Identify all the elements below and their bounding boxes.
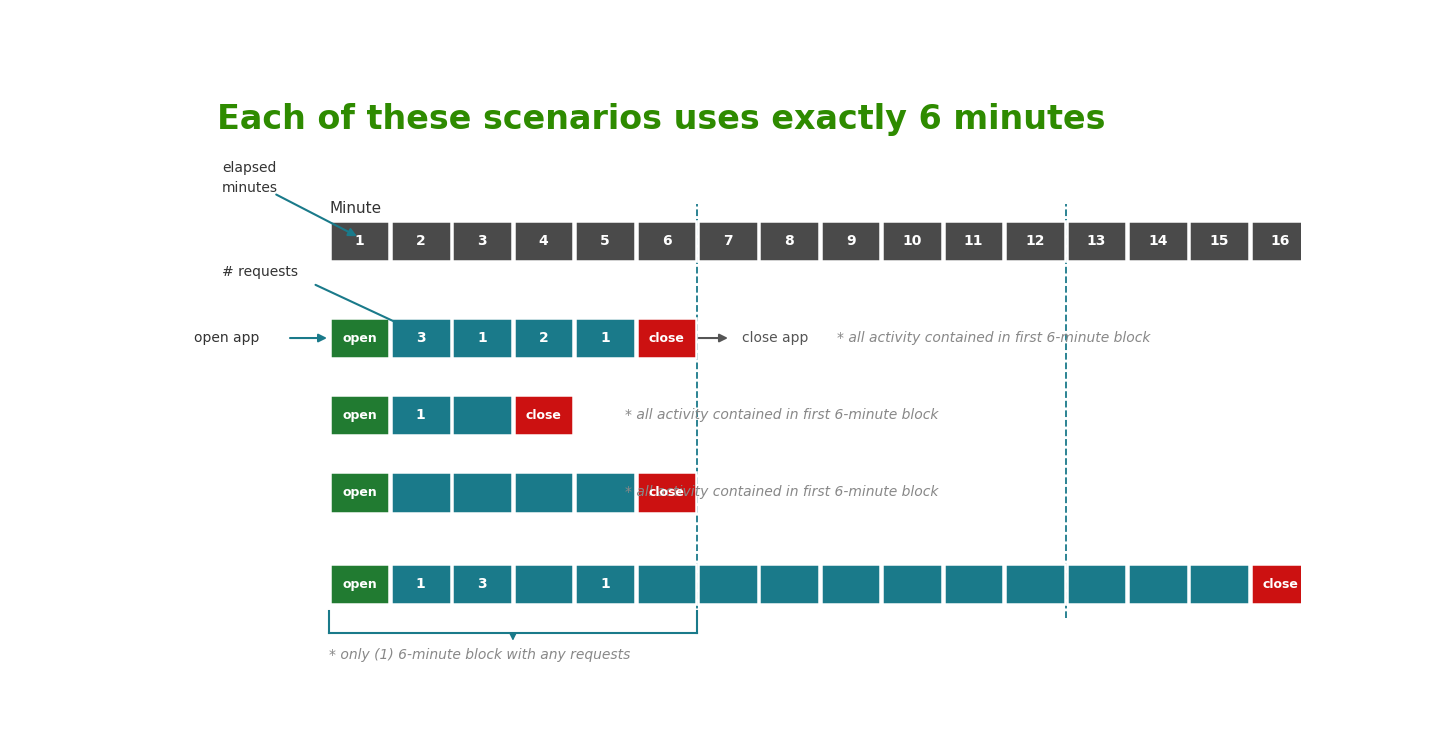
- Bar: [330, 473, 389, 513]
- Bar: [944, 564, 1004, 604]
- Bar: [453, 318, 512, 358]
- Bar: [1005, 564, 1064, 604]
- Bar: [1067, 564, 1126, 604]
- Bar: [453, 473, 512, 513]
- Bar: [698, 221, 758, 261]
- Text: * all activity contained in first 6-minute block: * all activity contained in first 6-minu…: [625, 408, 938, 422]
- Bar: [513, 221, 574, 261]
- Bar: [821, 564, 881, 604]
- Text: 4: 4: [539, 234, 548, 247]
- Text: 14: 14: [1148, 234, 1167, 247]
- Bar: [330, 221, 389, 261]
- Text: 11: 11: [963, 234, 983, 247]
- Text: 2: 2: [539, 331, 548, 345]
- Bar: [390, 221, 451, 261]
- Bar: [636, 473, 697, 513]
- Text: open: open: [343, 486, 377, 499]
- Bar: [513, 395, 574, 435]
- Bar: [453, 564, 512, 604]
- Text: 3: 3: [477, 234, 487, 247]
- Bar: [821, 221, 881, 261]
- Bar: [944, 221, 1004, 261]
- Bar: [698, 564, 758, 604]
- Bar: [330, 318, 389, 358]
- Text: 1: 1: [354, 234, 364, 247]
- Text: 10: 10: [902, 234, 921, 247]
- Text: 1: 1: [416, 408, 425, 422]
- Text: 9: 9: [846, 234, 856, 247]
- Bar: [576, 221, 635, 261]
- Text: 16: 16: [1271, 234, 1290, 247]
- Bar: [513, 564, 574, 604]
- Bar: [1190, 221, 1249, 261]
- Text: close: close: [648, 331, 684, 345]
- Text: 8: 8: [784, 234, 794, 247]
- Text: 2: 2: [416, 234, 425, 247]
- Text: open: open: [343, 331, 377, 345]
- Bar: [1067, 221, 1126, 261]
- Text: 15: 15: [1209, 234, 1229, 247]
- Bar: [1128, 221, 1187, 261]
- Text: elapsed
minutes: elapsed minutes: [223, 161, 278, 195]
- Text: 7: 7: [723, 234, 733, 247]
- Text: 5: 5: [600, 234, 610, 247]
- Text: Minute: Minute: [330, 201, 382, 216]
- Text: 1: 1: [600, 331, 610, 345]
- Text: * all activity contained in first 6-minute block: * all activity contained in first 6-minu…: [837, 331, 1151, 345]
- Text: close: close: [648, 486, 684, 499]
- Bar: [390, 395, 451, 435]
- Text: open: open: [343, 409, 377, 422]
- Bar: [576, 473, 635, 513]
- Text: 1: 1: [477, 331, 487, 345]
- Text: 1: 1: [416, 577, 425, 591]
- Bar: [1190, 564, 1249, 604]
- Text: 3: 3: [416, 331, 425, 345]
- Bar: [636, 564, 697, 604]
- Bar: [390, 473, 451, 513]
- Bar: [330, 564, 389, 604]
- Text: 12: 12: [1025, 234, 1044, 247]
- Bar: [453, 395, 512, 435]
- Text: 3: 3: [477, 577, 487, 591]
- Text: open: open: [343, 577, 377, 591]
- Text: close: close: [526, 409, 561, 422]
- Bar: [636, 318, 697, 358]
- Text: Each of these scenarios uses exactly 6 minutes: Each of these scenarios uses exactly 6 m…: [217, 103, 1105, 137]
- Bar: [330, 395, 389, 435]
- Bar: [759, 564, 818, 604]
- Text: close app: close app: [742, 331, 808, 345]
- Text: 13: 13: [1086, 234, 1106, 247]
- Bar: [1251, 221, 1310, 261]
- Bar: [513, 473, 574, 513]
- Bar: [513, 318, 574, 358]
- Text: * all activity contained in first 6-minute block: * all activity contained in first 6-minu…: [625, 485, 938, 499]
- Text: 6: 6: [662, 234, 671, 247]
- Bar: [636, 221, 697, 261]
- Bar: [882, 564, 941, 604]
- Text: * only (1) 6-minute block with any requests: * only (1) 6-minute block with any reque…: [328, 648, 630, 661]
- Bar: [1128, 564, 1187, 604]
- Bar: [390, 564, 451, 604]
- Bar: [1005, 221, 1064, 261]
- Text: # requests: # requests: [223, 265, 298, 279]
- Bar: [576, 318, 635, 358]
- Bar: [576, 564, 635, 604]
- Bar: [453, 221, 512, 261]
- Bar: [759, 221, 818, 261]
- Text: 1: 1: [600, 577, 610, 591]
- Text: open app: open app: [194, 331, 260, 345]
- Bar: [882, 221, 941, 261]
- Bar: [1251, 564, 1310, 604]
- Text: close: close: [1262, 577, 1299, 591]
- Bar: [390, 318, 451, 358]
